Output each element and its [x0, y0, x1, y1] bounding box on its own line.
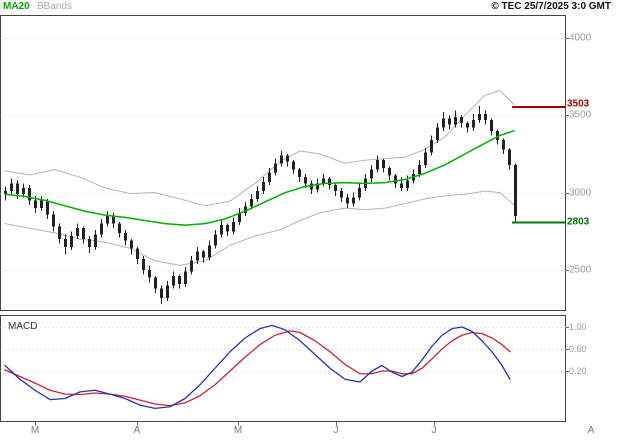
month-label-jul: J	[431, 425, 437, 436]
month-label-aug: A	[587, 425, 595, 436]
month-label-may: M	[233, 425, 243, 436]
legend-ma20: MA20	[3, 1, 30, 12]
macd-tick-100: 1.00	[569, 322, 587, 332]
macd-panel-title: MACD	[8, 321, 38, 332]
price-tick-2500: 2500	[569, 264, 592, 276]
price-tick-4000: 4000	[569, 32, 592, 44]
price-tick-3000: 3000	[569, 187, 592, 199]
month-label-mar: M	[30, 425, 40, 436]
resistance-level-label: 3503	[567, 98, 590, 110]
price-tick-3500: 3500	[569, 109, 592, 121]
macd-tick-020: 0.20	[569, 366, 587, 376]
month-label-apr: A	[133, 425, 141, 436]
legend-bbands: BBands	[37, 1, 73, 12]
macd-tick-060: 0.60	[569, 344, 587, 354]
month-label-jun: J	[333, 425, 339, 436]
copyright-text: © TEC 25/7/2025 3:0 GMT	[491, 1, 611, 12]
support-level-label: 2803	[567, 216, 590, 228]
